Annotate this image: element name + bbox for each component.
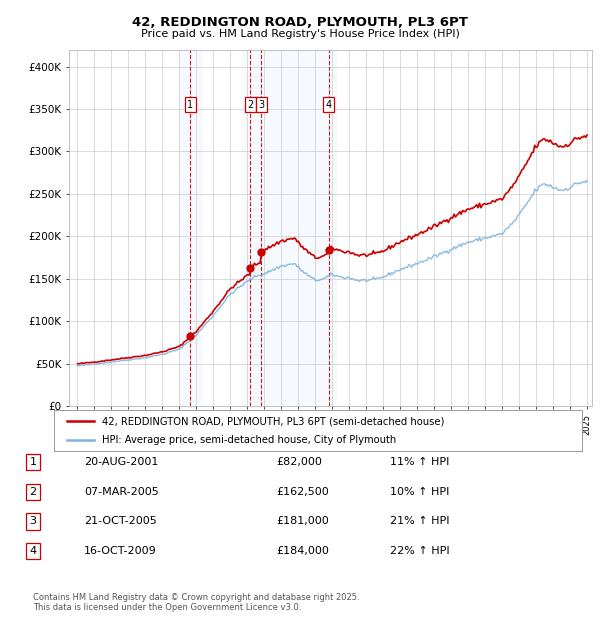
Text: 10% ↑ HPI: 10% ↑ HPI bbox=[390, 487, 449, 497]
Text: 42, REDDINGTON ROAD, PLYMOUTH, PL3 6PT: 42, REDDINGTON ROAD, PLYMOUTH, PL3 6PT bbox=[132, 16, 468, 29]
Text: 4: 4 bbox=[29, 546, 37, 556]
Text: 42, REDDINGTON ROAD, PLYMOUTH, PL3 6PT (semi-detached house): 42, REDDINGTON ROAD, PLYMOUTH, PL3 6PT (… bbox=[101, 416, 444, 426]
Text: £181,000: £181,000 bbox=[276, 516, 329, 526]
Text: 22% ↑ HPI: 22% ↑ HPI bbox=[390, 546, 449, 556]
Text: 21-OCT-2005: 21-OCT-2005 bbox=[84, 516, 157, 526]
Bar bbox=[242, 50, 337, 406]
Text: HPI: Average price, semi-detached house, City of Plymouth: HPI: Average price, semi-detached house,… bbox=[101, 435, 396, 445]
Text: 1: 1 bbox=[29, 457, 37, 467]
Text: 07-MAR-2005: 07-MAR-2005 bbox=[84, 487, 159, 497]
Text: £162,500: £162,500 bbox=[276, 487, 329, 497]
Text: 3: 3 bbox=[29, 516, 37, 526]
Text: 11% ↑ HPI: 11% ↑ HPI bbox=[390, 457, 449, 467]
Text: 21% ↑ HPI: 21% ↑ HPI bbox=[390, 516, 449, 526]
Text: 3: 3 bbox=[258, 100, 264, 110]
Text: £184,000: £184,000 bbox=[276, 546, 329, 556]
Text: 1: 1 bbox=[187, 100, 193, 110]
Text: Price paid vs. HM Land Registry's House Price Index (HPI): Price paid vs. HM Land Registry's House … bbox=[140, 29, 460, 39]
Text: 4: 4 bbox=[326, 100, 332, 110]
Text: 16-OCT-2009: 16-OCT-2009 bbox=[84, 546, 157, 556]
Text: 2: 2 bbox=[247, 100, 254, 110]
Text: 2: 2 bbox=[29, 487, 37, 497]
Text: Contains HM Land Registry data © Crown copyright and database right 2025.
This d: Contains HM Land Registry data © Crown c… bbox=[33, 593, 359, 612]
Text: 20-AUG-2001: 20-AUG-2001 bbox=[84, 457, 158, 467]
Bar bbox=[179, 50, 203, 406]
Text: £82,000: £82,000 bbox=[276, 457, 322, 467]
